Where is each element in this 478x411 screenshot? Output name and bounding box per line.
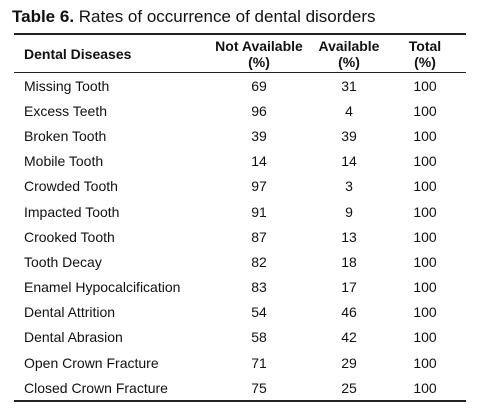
cell-value: 100	[413, 304, 437, 321]
cell-value: 58	[251, 329, 267, 346]
cell-value: 31	[341, 77, 357, 94]
header-text: (%)	[338, 53, 360, 70]
row-label: Open Crown Fracture	[24, 354, 159, 371]
table-row: Dental Attrition 54 46 100	[14, 300, 466, 325]
cell-value: 100	[413, 203, 437, 220]
cell-value: 42	[341, 329, 357, 346]
table-row: Missing Tooth 69 31 100	[14, 73, 466, 99]
table-row: Mobile Tooth 14 14 100	[14, 149, 466, 174]
row-label: Tooth Decay	[24, 253, 102, 270]
cell-value: 100	[413, 279, 437, 296]
cell-value: 100	[413, 329, 437, 346]
table-row: Closed Crown Fracture 75 25 100	[14, 375, 466, 402]
table-label: Table 6.	[12, 7, 75, 26]
row-label: Impacted Tooth	[24, 203, 120, 220]
cell-value: 18	[341, 253, 357, 270]
cell-value: 39	[341, 127, 357, 144]
cell-value: 3	[345, 178, 353, 195]
cell-value: 71	[251, 354, 267, 371]
header-text: Total	[408, 37, 442, 54]
cell-value: 29	[341, 354, 357, 371]
table-header: Dental Diseases Not Available (%) Available…	[14, 34, 466, 73]
table-title: Rates of occurrence of dental disorders	[78, 7, 376, 26]
table-caption: Table 6. Rates of occurrence of dental d…	[12, 7, 376, 27]
cell-value: 39	[251, 127, 267, 144]
cell-value: 75	[251, 379, 267, 396]
table-row: Crowded Tooth 97 3 100	[14, 174, 466, 199]
cell-value: 14	[251, 153, 267, 170]
cell-value: 69	[251, 77, 267, 94]
cell-value: 100	[413, 253, 437, 270]
cell-value: 46	[341, 304, 357, 321]
cell-value: 100	[413, 379, 437, 396]
row-label: Crooked Tooth	[24, 228, 115, 245]
cell-value: 100	[413, 127, 437, 144]
header-text: (%)	[414, 53, 436, 70]
row-label: Crowded Tooth	[24, 178, 118, 195]
cell-value: 100	[413, 102, 437, 119]
header-row: Dental Diseases Not Available (%) Available…	[14, 34, 466, 73]
row-label: Closed Crown Fracture	[24, 379, 168, 396]
cell-value: 100	[413, 228, 437, 245]
header-cell: Total (%)	[384, 34, 466, 73]
header-cell: Not Available (%)	[204, 34, 314, 73]
cell-value: 100	[413, 77, 437, 94]
cell-value: 97	[251, 178, 267, 195]
table-row: Crooked Tooth 87 13 100	[14, 224, 466, 249]
cell-value: 4	[345, 102, 353, 119]
cell-value: 13	[341, 228, 357, 245]
header-text: Available	[318, 37, 380, 54]
cell-value: 14	[341, 153, 357, 170]
table-row: Excess Teeth 96 4 100	[14, 98, 466, 123]
table-row: Impacted Tooth 91 9 100	[14, 199, 466, 224]
cell-value: 100	[413, 178, 437, 195]
cell-value: 87	[251, 228, 267, 245]
cell-value: 54	[251, 304, 267, 321]
row-label: Excess Teeth	[24, 102, 108, 119]
table-row: Tooth Decay 82 18 100	[14, 249, 466, 274]
cell-value: 83	[251, 279, 267, 296]
header-text: Dental Diseases	[24, 45, 132, 62]
header-cell: Dental Diseases	[14, 34, 204, 73]
table: Dental Diseases Not Available (%) Available…	[14, 33, 466, 402]
cell-value: 17	[341, 279, 357, 296]
table-body: Missing Tooth 69 31 100 Excess Teeth 96 4 100 Br…	[14, 73, 466, 402]
row-label: Broken Tooth	[24, 127, 107, 144]
table-row: Broken Tooth 39 39 100	[14, 123, 466, 148]
cell-value: 96	[251, 102, 267, 119]
header-text: (%)	[248, 53, 270, 70]
cell-value: 9	[345, 203, 353, 220]
row-label: Dental Attrition	[24, 304, 116, 321]
cell-value: 100	[413, 354, 437, 371]
header-cell: Available (%)	[314, 34, 384, 73]
header-text: Not Available	[215, 37, 303, 54]
cell-value: 91	[251, 203, 267, 220]
row-label: Mobile Tooth	[24, 153, 104, 170]
row-label: Enamel Hypocalcification	[24, 279, 181, 296]
cell-value: 25	[341, 379, 357, 396]
cell-value: 82	[251, 253, 267, 270]
table-row: Dental Abrasion 58 42 100	[14, 325, 466, 350]
row-label: Missing Tooth	[24, 77, 110, 94]
cell-value: 100	[413, 153, 437, 170]
table-row: Enamel Hypocalcification 83 17 100	[14, 275, 466, 300]
table-row: Open Crown Fracture 71 29 100	[14, 350, 466, 375]
row-label: Dental Abrasion	[24, 329, 123, 346]
